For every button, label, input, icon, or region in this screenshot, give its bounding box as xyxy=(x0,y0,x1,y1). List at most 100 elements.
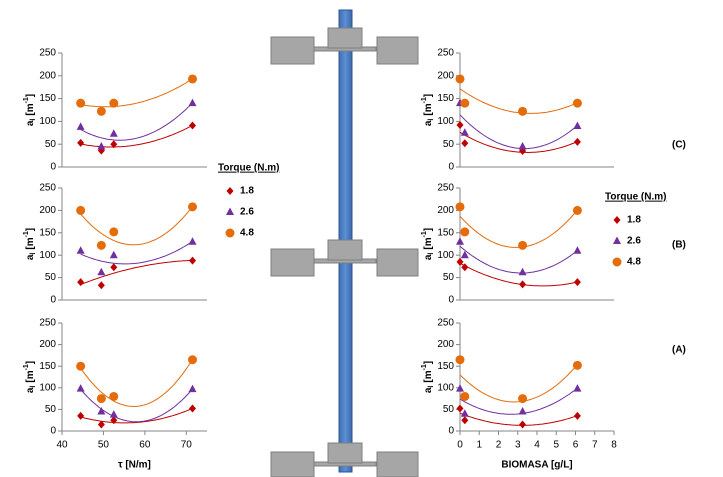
x-tick-label: 4 xyxy=(534,440,540,451)
hub xyxy=(328,28,362,48)
x-tick-label: 60 xyxy=(139,440,151,451)
marker xyxy=(573,206,582,215)
x-tick-label: 0 xyxy=(457,440,463,451)
y-axis-label-part: l xyxy=(30,119,37,121)
blade xyxy=(377,249,418,276)
y-tick-label: 0 xyxy=(50,295,56,306)
marker xyxy=(574,278,581,286)
marker xyxy=(456,237,464,245)
marker xyxy=(573,246,581,254)
y-axis-label: al[m-1] xyxy=(421,94,435,126)
marker xyxy=(519,142,527,150)
y-tick-label: 0 xyxy=(448,162,454,173)
legend-label: 1.8 xyxy=(627,215,641,226)
marker xyxy=(76,362,85,371)
y-tick-label: 0 xyxy=(448,426,454,437)
trend-line xyxy=(81,389,193,422)
y-tick-label: 150 xyxy=(437,93,454,104)
marker xyxy=(456,74,465,83)
y-tick-label: 200 xyxy=(39,339,56,350)
marker xyxy=(456,202,465,211)
trend-line xyxy=(460,413,577,425)
marker xyxy=(460,392,469,401)
marker xyxy=(457,405,464,413)
y-axis-label-part: ] xyxy=(423,94,434,97)
marker xyxy=(97,241,106,250)
marker xyxy=(573,361,582,370)
x-tick-label: 8 xyxy=(611,440,617,451)
y-axis-label: al[m-1] xyxy=(421,228,435,260)
panel-label: (A) xyxy=(672,345,686,356)
marker xyxy=(461,139,468,147)
y-tick-label: 200 xyxy=(437,205,454,216)
y-tick-label: 50 xyxy=(443,404,455,415)
marker xyxy=(189,99,197,107)
marker xyxy=(188,355,197,364)
y-tick-label: 0 xyxy=(448,295,454,306)
trend-line xyxy=(81,408,193,423)
y-tick-label: 250 xyxy=(39,318,56,329)
y-axis-label-part: [m xyxy=(423,370,434,382)
panel-label: (B) xyxy=(672,240,686,251)
y-axis-label: al[m-1] xyxy=(23,361,37,393)
marker xyxy=(518,241,527,250)
y-tick-label: 200 xyxy=(39,70,56,81)
x-tick-label: 40 xyxy=(56,440,68,451)
y-axis-label: al[m-1] xyxy=(421,361,435,393)
trend-line xyxy=(81,79,193,107)
legend-marker xyxy=(614,216,621,224)
trend-line xyxy=(460,115,577,149)
marker xyxy=(461,409,469,417)
legend-label: 2.6 xyxy=(240,207,254,218)
legend-title: Torque (N.m) xyxy=(218,163,279,174)
y-tick-label: 150 xyxy=(39,93,56,104)
y-tick-label: 100 xyxy=(39,250,56,261)
marker xyxy=(77,278,84,286)
y-axis-label-part: [m xyxy=(25,370,36,382)
y-tick-label: 100 xyxy=(437,382,454,393)
y-tick-label: 50 xyxy=(45,272,57,283)
legend-title: Torque (N.m) xyxy=(605,192,666,203)
y-tick-label: 200 xyxy=(437,70,454,81)
marker xyxy=(573,99,582,108)
legend-marker xyxy=(226,208,234,216)
legend-marker xyxy=(613,237,621,245)
y-tick-label: 150 xyxy=(437,227,454,238)
y-axis-label-part: [m xyxy=(25,237,36,249)
y-tick-label: 150 xyxy=(39,361,56,372)
marker xyxy=(97,268,105,276)
x-tick-label: 50 xyxy=(98,440,110,451)
trend-line xyxy=(460,263,577,286)
y-tick-label: 250 xyxy=(437,48,454,59)
legend-marker xyxy=(613,258,622,267)
marker xyxy=(456,355,465,364)
y-axis-label-part: [m xyxy=(423,103,434,115)
legend-label: 2.6 xyxy=(627,236,641,247)
marker xyxy=(519,421,526,429)
hub xyxy=(328,443,362,463)
legend-label: 1.8 xyxy=(240,186,254,197)
y-tick-label: 0 xyxy=(50,162,56,173)
trend-line xyxy=(81,207,193,245)
trend-line xyxy=(460,210,577,248)
marker xyxy=(189,237,197,245)
marker xyxy=(109,227,118,236)
blade xyxy=(271,37,314,64)
marker xyxy=(98,281,105,289)
legend-marker xyxy=(226,229,235,238)
marker xyxy=(109,392,118,401)
marker xyxy=(519,280,526,288)
y-tick-label: 250 xyxy=(437,183,454,194)
marker xyxy=(518,107,527,116)
marker xyxy=(110,251,118,259)
y-tick-label: 200 xyxy=(437,339,454,350)
trend-line xyxy=(81,260,193,284)
marker xyxy=(574,412,581,420)
y-axis-label-part: ] xyxy=(25,94,36,97)
x-tick-label: 70 xyxy=(181,440,193,451)
y-tick-label: 100 xyxy=(39,382,56,393)
y-axis-label: al[m-1] xyxy=(23,228,37,260)
y-axis-label-part: l xyxy=(30,253,37,255)
marker xyxy=(519,407,527,415)
legend-label: 4.8 xyxy=(240,228,254,239)
